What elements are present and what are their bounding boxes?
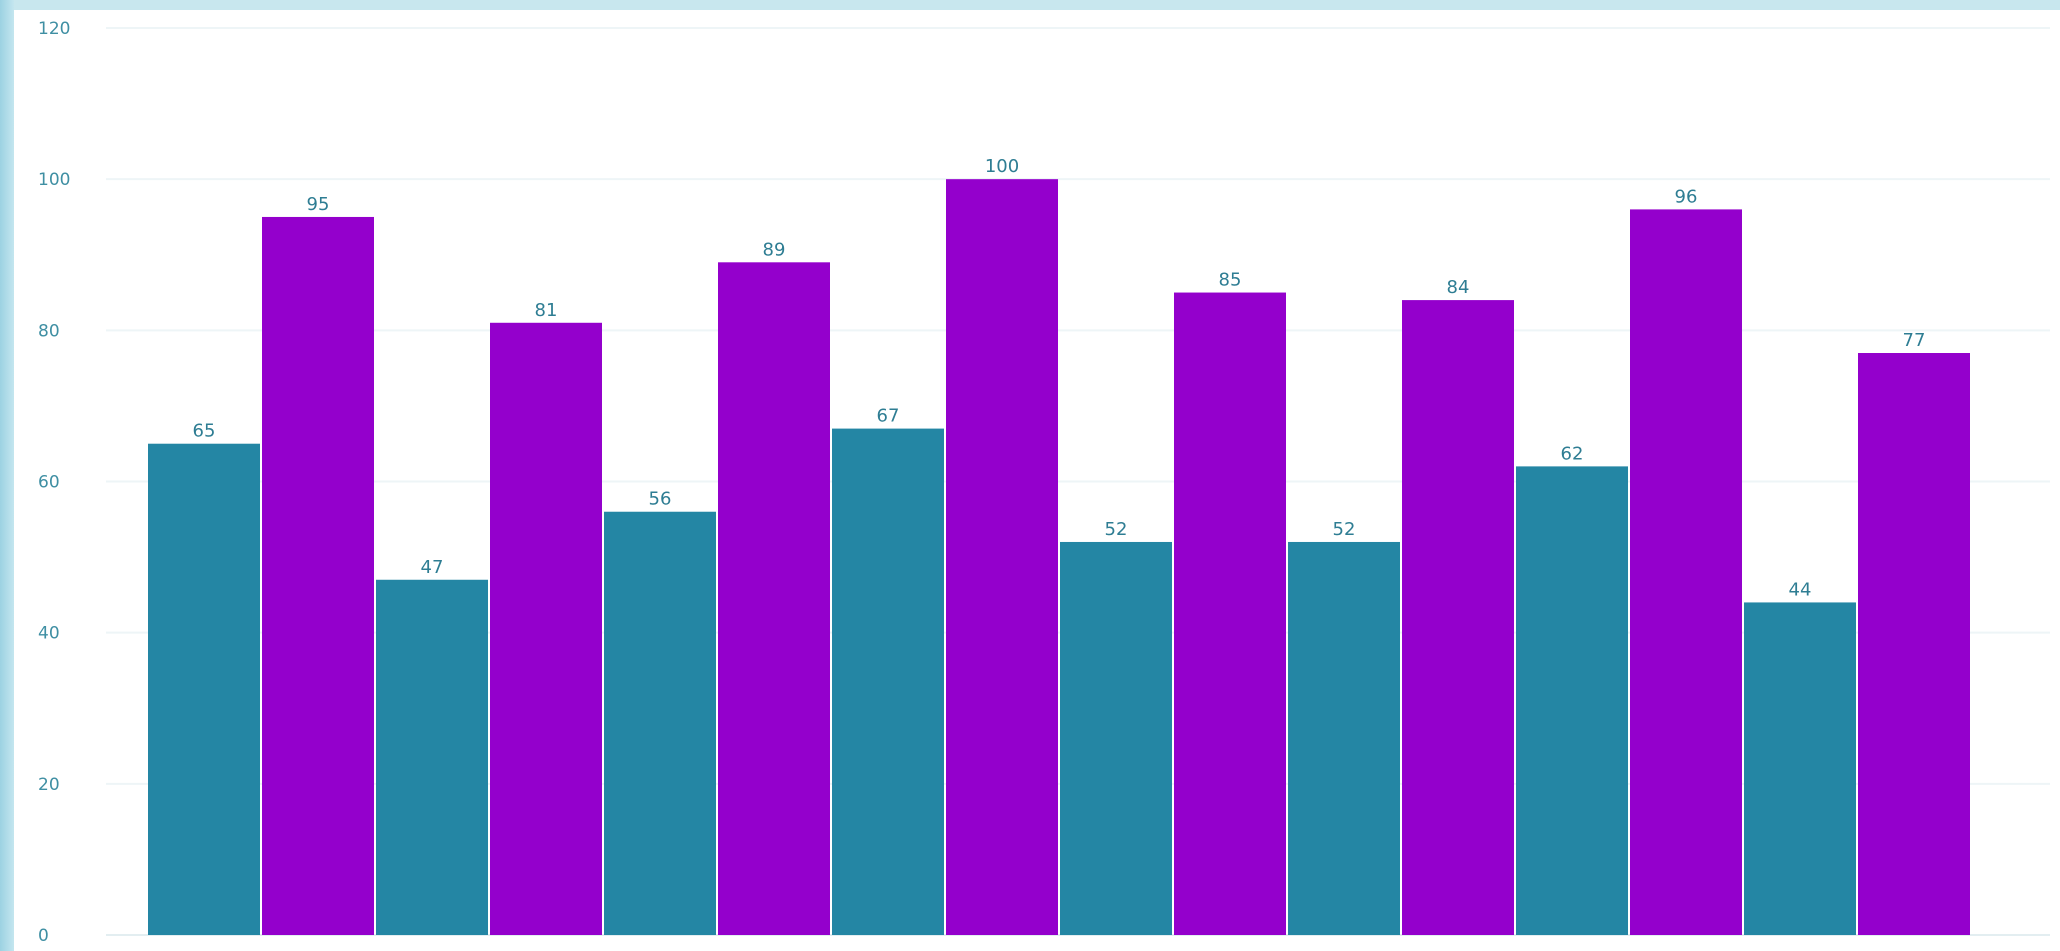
data-label: 67 [877,406,900,427]
bar [1174,292,1286,936]
data-label: 77 [1903,330,1926,351]
bar [1288,541,1400,935]
bar [1516,466,1628,935]
y-axis: 0 20 40 60 80 100 120 [38,19,70,946]
data-label: 95 [307,194,330,215]
bar [1744,602,1856,935]
bar-chart: 0 20 40 60 80 100 120 65 95 47 81 56 89 67 100 52 85 52 8… [38,19,2050,946]
bar [376,579,488,935]
bar [262,216,374,936]
bar [1858,353,1970,936]
y-tick-label: 40 [38,624,60,644]
data-labels: 65 95 47 81 56 89 67 100 52 85 52 84 62 96 44 77 [193,156,1926,600]
data-label: 44 [1789,579,1812,600]
data-label: 52 [1333,519,1356,540]
data-label: 56 [649,489,672,510]
frame-top [0,0,2060,10]
y-tick-label: 20 [38,775,60,795]
data-label: 65 [193,421,216,442]
bars [148,179,1970,936]
data-label: 81 [535,300,558,321]
data-label: 96 [1675,186,1698,207]
bar [604,511,716,935]
data-label: 47 [421,557,444,578]
data-label: 89 [763,239,786,260]
frame-edge [0,0,14,951]
data-label: 85 [1219,270,1242,291]
y-tick-label: 60 [38,473,60,493]
bar [832,428,944,935]
chart-panel: 0 20 40 60 80 100 120 65 95 47 81 56 89 67 100 52 85 52 8… [14,10,2060,951]
data-label: 100 [985,156,1019,177]
bar [490,322,602,935]
y-tick-label: 100 [38,170,70,190]
data-label: 84 [1447,277,1470,298]
bar [946,179,1058,935]
y-tick-label: 0 [38,926,49,946]
bar [1060,541,1172,935]
bar [1630,209,1742,935]
data-label: 52 [1105,519,1128,540]
bar [718,262,830,935]
bar [1402,300,1514,936]
y-tick-label: 120 [38,19,70,39]
data-label: 62 [1561,443,1584,464]
bar [148,443,260,935]
y-tick-label: 80 [38,321,60,341]
